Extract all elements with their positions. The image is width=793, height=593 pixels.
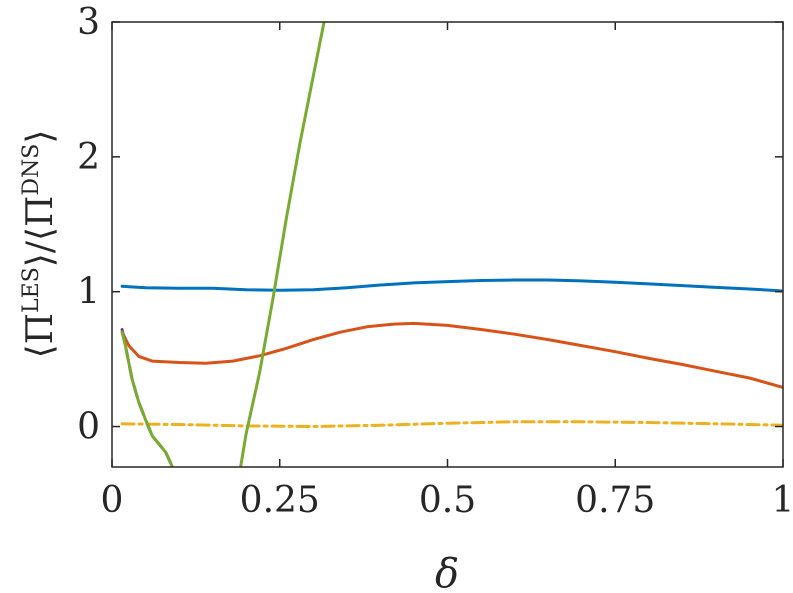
x-tick-label: 0.5: [419, 480, 476, 521]
x-tick-label: 0.25: [240, 480, 320, 521]
x-axis-label: δ: [435, 551, 459, 593]
y-label-middle: ⟩/⟨Π: [20, 196, 61, 268]
y-axis-label: ⟨ΠLES⟩/⟨ΠDNS⟩: [19, 130, 61, 359]
series-line-6: [239, 22, 326, 467]
y-label-prefix: ⟨Π: [20, 313, 61, 358]
series-line-2: [120, 321, 783, 389]
y-label-suffix: ⟩: [20, 130, 61, 144]
y-label-sup-dns: DNS: [19, 144, 44, 196]
y-tick-label: 3: [77, 2, 100, 43]
series-line-3: [120, 420, 783, 428]
y-label-sup-les: LES: [19, 267, 44, 313]
y-axis-ticks: 0 1 2 3: [77, 2, 783, 448]
y-tick-label: 2: [77, 137, 100, 178]
x-tick-label: 0: [101, 480, 124, 521]
series-layer: [120, 22, 783, 467]
series-line-5: [120, 330, 174, 467]
x-tick-label: 1: [772, 480, 793, 521]
series-line-1: [120, 278, 783, 293]
plot-background: [112, 22, 783, 467]
x-axis-ticks: 0 0.25 0.5 0.75 1: [101, 22, 793, 521]
x-tick-label: 0.75: [575, 480, 655, 521]
y-tick-label: 0: [77, 407, 100, 448]
plot-area: [112, 22, 783, 467]
y-tick-label: 1: [77, 272, 100, 313]
